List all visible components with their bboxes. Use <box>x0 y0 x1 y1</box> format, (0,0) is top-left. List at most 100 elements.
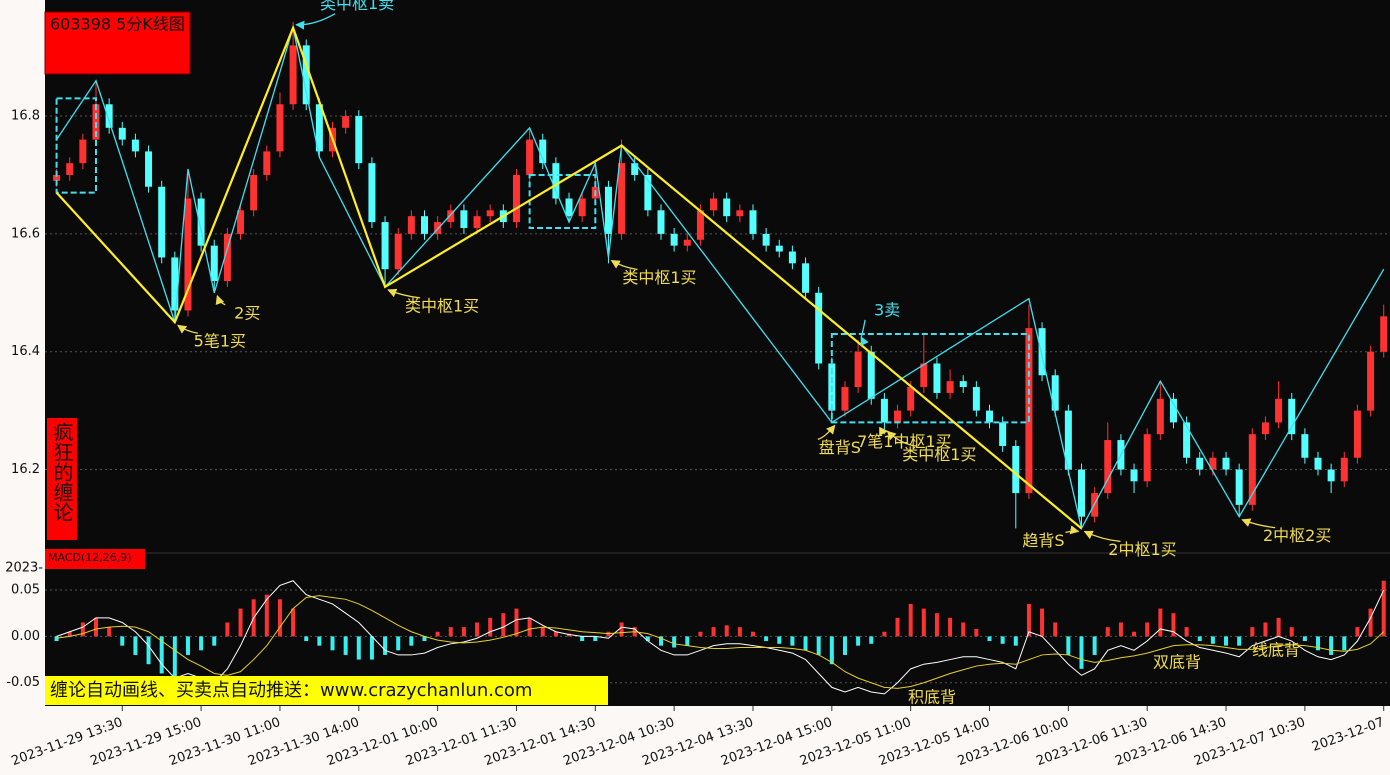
macd-bar <box>856 636 861 646</box>
y-tick-label: 0.00 <box>11 629 40 644</box>
macd-bar <box>461 627 466 637</box>
candle-body <box>276 104 284 152</box>
macd-bar <box>1145 622 1150 637</box>
chart-title: 603398 5分K线图 <box>50 15 185 34</box>
title-box <box>44 11 191 75</box>
candle-body <box>696 210 704 240</box>
macd-bar <box>1026 603 1031 637</box>
macd-bar <box>291 608 296 637</box>
macd-bar <box>264 594 269 637</box>
candle-body <box>118 127 126 140</box>
macd-bar <box>816 636 821 655</box>
candle-body <box>223 233 231 281</box>
candle-body <box>1261 422 1269 435</box>
candle-body <box>1288 398 1296 435</box>
macd-bar <box>67 631 72 637</box>
candle-body <box>815 292 823 364</box>
candle-body <box>394 233 402 270</box>
annotation-arrow <box>1083 530 1121 543</box>
macd-bar <box>133 636 138 655</box>
macd-bar <box>1184 627 1189 637</box>
macd-bar <box>685 636 690 646</box>
macd-bar <box>1263 622 1268 637</box>
y-tick-label: 16.6 <box>11 226 40 241</box>
candle-body <box>447 210 455 223</box>
candle-body <box>1367 351 1375 411</box>
candle-body <box>670 233 678 246</box>
macd-bar <box>961 622 966 637</box>
macd-bar <box>120 636 125 646</box>
candle-body <box>802 263 810 293</box>
candle-body <box>604 186 612 234</box>
macd-bar <box>1053 622 1058 637</box>
candle-body <box>565 198 573 217</box>
candle-body <box>355 116 363 164</box>
macd-bar <box>1066 636 1071 655</box>
annotation-label: 盘背S <box>819 438 861 457</box>
plot-background <box>45 0 1390 706</box>
candle-body <box>158 186 166 258</box>
macd-bar <box>185 636 190 655</box>
macd-bar <box>159 636 164 674</box>
macd-bar <box>488 617 493 637</box>
macd-bar <box>304 636 309 642</box>
macd-bar <box>987 636 992 642</box>
macd-bar <box>645 636 650 642</box>
candle-body <box>1209 457 1217 470</box>
banner: 缠论自动画线、买卖点自动推送：www.crazychanlun.com <box>50 680 532 701</box>
macd-bar <box>974 628 979 637</box>
macd-bar <box>277 599 282 637</box>
candle-body <box>434 222 442 234</box>
macd-bar <box>659 636 664 646</box>
macd-bar <box>724 625 729 637</box>
candle-body <box>526 139 534 175</box>
annotation-label: 2中枢2买 <box>1263 526 1331 545</box>
candle-body <box>407 216 415 234</box>
candle-body <box>1156 398 1164 435</box>
zhongshu-box <box>55 97 97 194</box>
macd-bar <box>1118 622 1123 637</box>
macd-bar <box>1132 631 1137 637</box>
candle-body <box>512 174 520 223</box>
macd-title: MACD(12,26,9) <box>48 551 132 564</box>
macd-bar <box>199 636 204 651</box>
candle-body <box>1353 410 1361 458</box>
candle-body <box>1104 440 1112 494</box>
macd-bar <box>1040 608 1045 637</box>
candle-body <box>92 104 100 140</box>
annotation-arrow <box>817 424 836 441</box>
y-tick-label: 16.4 <box>11 344 40 359</box>
candle-body <box>105 104 113 128</box>
candle-body <box>197 198 205 246</box>
annotation-arrow <box>177 324 198 334</box>
macd-bar <box>383 636 388 655</box>
macd-bar <box>501 613 506 637</box>
candle-body <box>473 216 481 228</box>
macd-bar <box>330 636 335 651</box>
macd-bar <box>764 636 769 642</box>
macd-title-box <box>45 549 145 569</box>
macd-bar <box>238 608 243 637</box>
macd-bar <box>1105 627 1110 637</box>
candle-body <box>1130 469 1138 482</box>
candle-body <box>131 139 139 152</box>
candle-body <box>171 257 179 311</box>
candle-body <box>657 210 665 234</box>
candle-body <box>79 139 87 164</box>
macd-bar <box>448 627 453 637</box>
annotation-arrow <box>215 294 226 306</box>
candle-body <box>749 210 757 234</box>
candle-body <box>420 216 428 234</box>
macd-bar <box>553 631 558 637</box>
macd-bar <box>317 636 322 646</box>
candle-body <box>289 45 297 105</box>
macd-bar <box>514 608 519 637</box>
candle-body <box>933 363 941 393</box>
candle-body <box>631 163 639 175</box>
macd-bar <box>1302 636 1307 642</box>
candle-body <box>999 422 1007 446</box>
macd-bar <box>369 636 374 660</box>
macd-bar <box>540 627 545 637</box>
macd-bar <box>356 636 361 660</box>
annotation-label: 2买 <box>234 303 260 322</box>
